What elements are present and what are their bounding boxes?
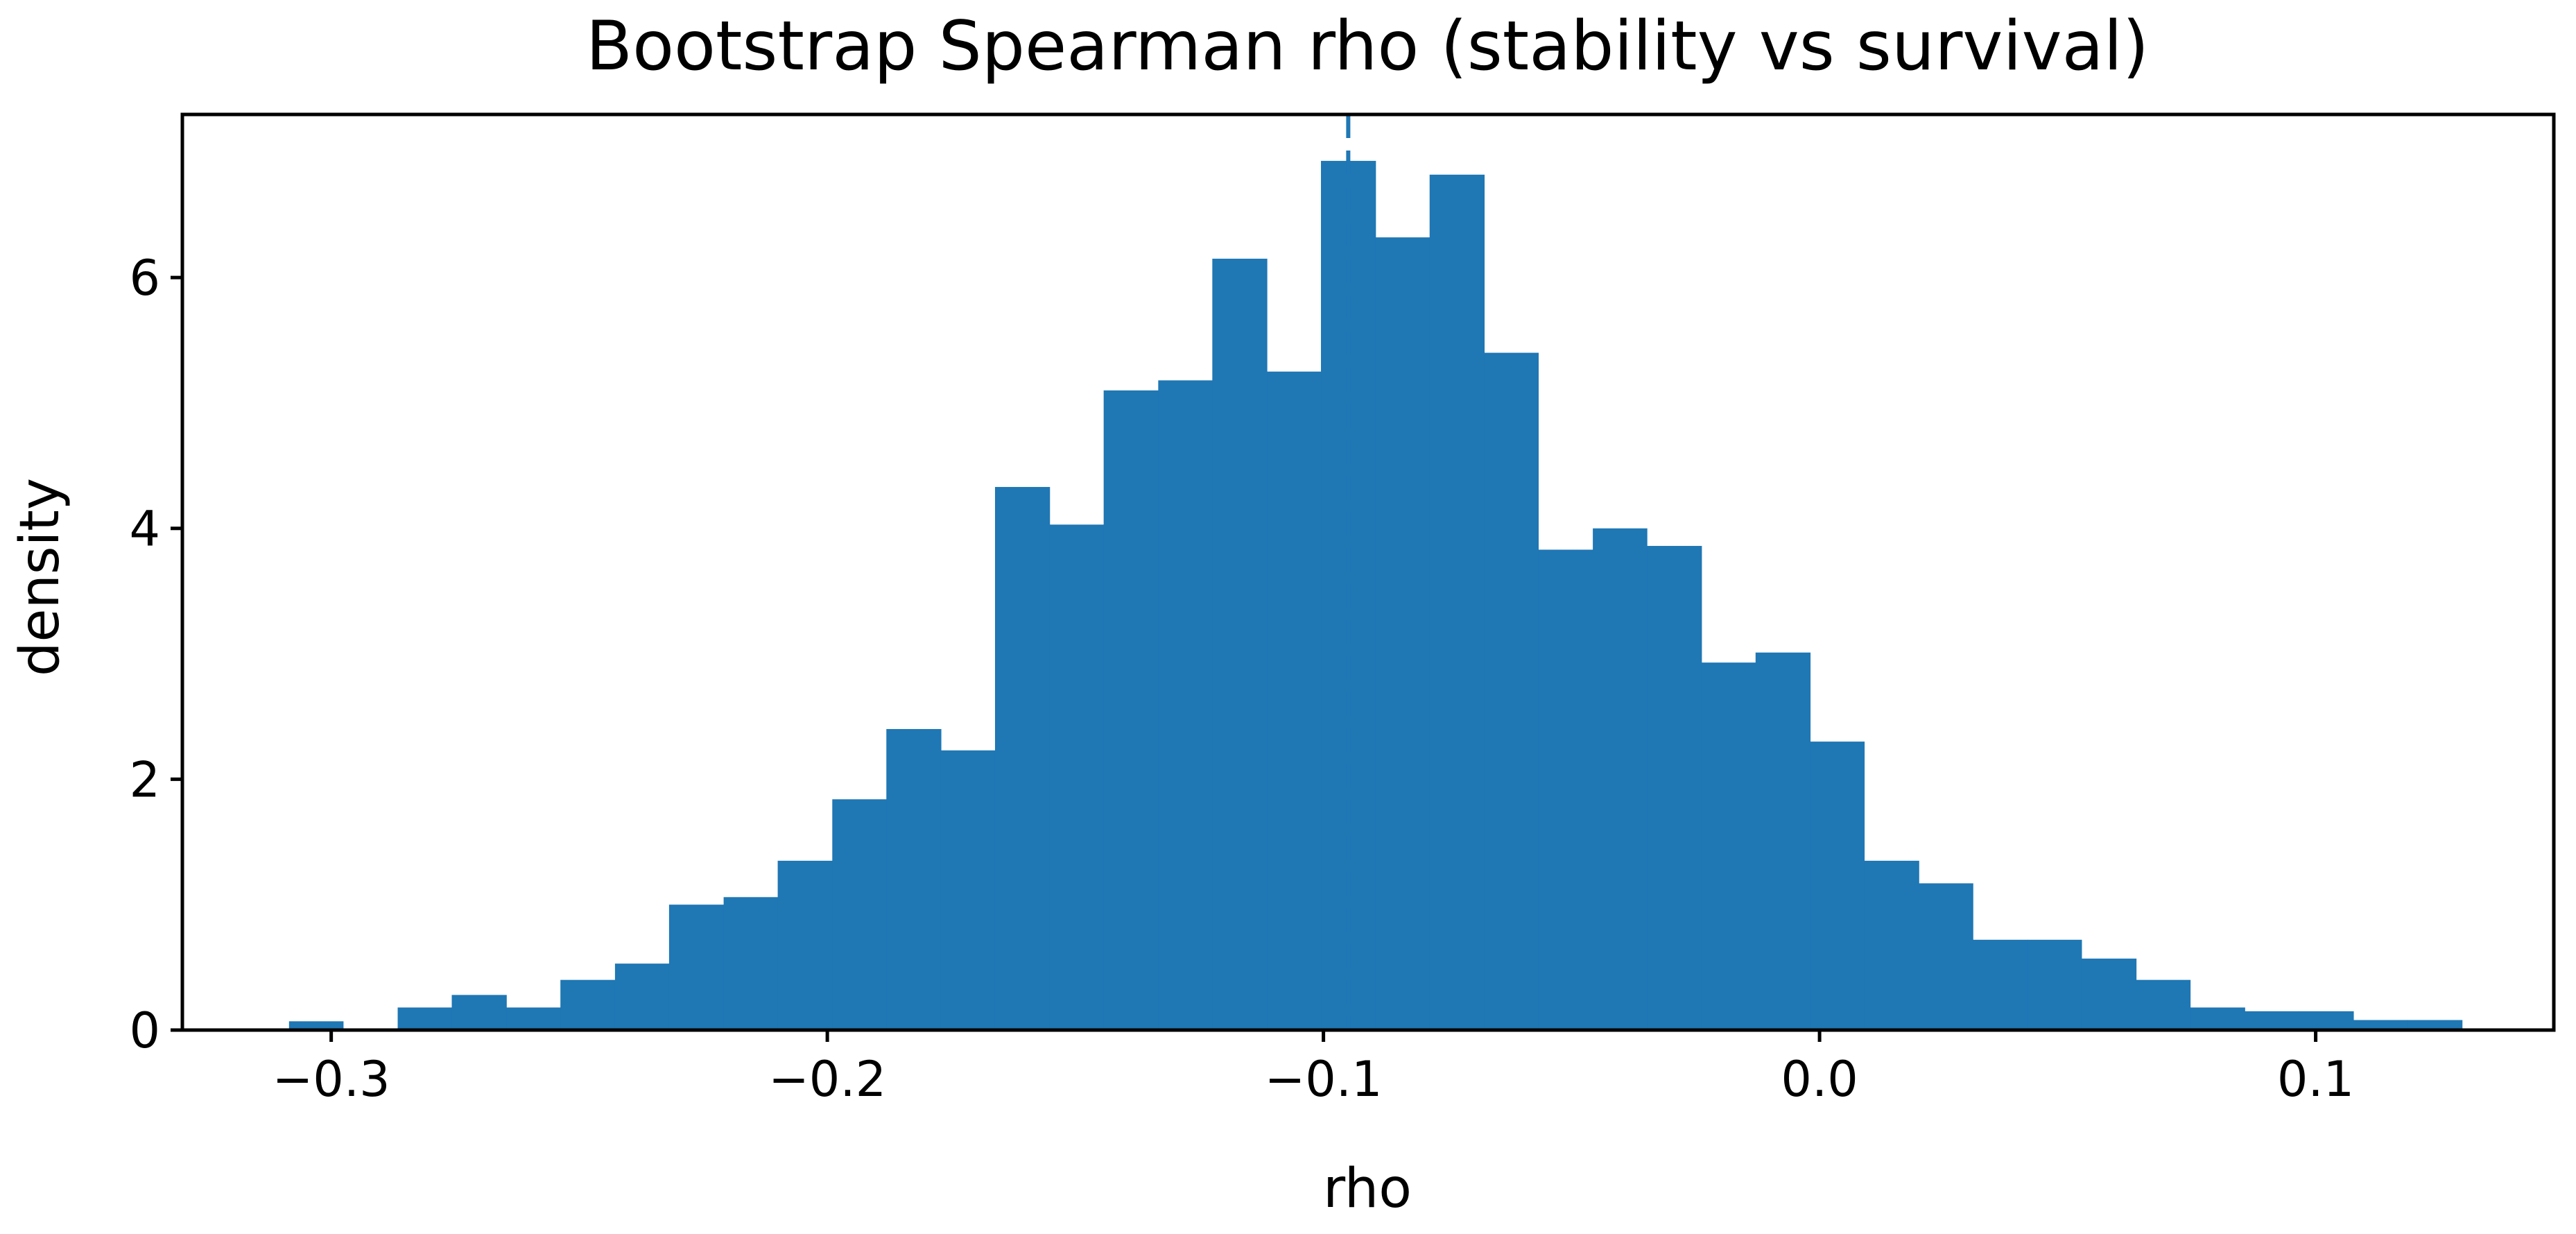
y-tick-label: 4 xyxy=(129,501,160,558)
x-axis-ticks: −0.3 −0.2 −0.1 0.0 0.1 xyxy=(273,1030,2354,1108)
histogram-bar xyxy=(2407,1020,2463,1030)
histogram-bar xyxy=(994,487,1051,1030)
y-axis-label: density xyxy=(9,478,71,676)
histogram-bar xyxy=(1755,652,1811,1030)
histogram-bars xyxy=(288,160,2463,1031)
histogram-bar xyxy=(832,799,887,1030)
histogram-bar xyxy=(288,1021,344,1030)
histogram-bar xyxy=(1267,371,1322,1030)
chart-title: Bootstrap Spearman rho (stability vs sur… xyxy=(586,7,2149,86)
y-tick-label: 0 xyxy=(129,1002,160,1059)
histogram-bar xyxy=(2190,1007,2245,1030)
histogram-bar xyxy=(1429,174,1485,1030)
histogram-bar xyxy=(1701,662,1756,1030)
x-tick-label: −0.2 xyxy=(768,1051,886,1108)
histogram-bar xyxy=(560,979,616,1030)
histogram-bar xyxy=(1593,528,1648,1030)
histogram-bar xyxy=(2353,1020,2408,1030)
histogram-bar xyxy=(2081,958,2137,1030)
histogram-bar xyxy=(2245,1011,2299,1030)
histogram-bar xyxy=(1158,380,1213,1030)
histogram-bar xyxy=(1538,549,1593,1030)
histogram-bar xyxy=(1973,939,2028,1030)
histogram-bar xyxy=(1810,742,1865,1030)
histogram-bar xyxy=(668,905,725,1030)
y-tick-label: 6 xyxy=(129,250,160,307)
y-axis-ticks: 0 2 4 6 xyxy=(129,250,182,1059)
x-tick-label: −0.3 xyxy=(273,1051,390,1108)
histogram-bar xyxy=(886,729,942,1030)
histogram-bar xyxy=(1103,390,1159,1030)
histogram-bar xyxy=(777,860,833,1030)
histogram-bar xyxy=(1864,860,1919,1030)
y-tick-label: 2 xyxy=(129,751,160,808)
histogram-bar xyxy=(506,1007,561,1030)
histogram-bar xyxy=(940,750,996,1030)
histogram-bar xyxy=(1647,546,1702,1030)
x-tick-label: −0.1 xyxy=(1265,1051,1383,1108)
histogram-bar xyxy=(1484,352,1539,1030)
x-axis-label: rho xyxy=(1323,1158,1412,1220)
histogram-bar xyxy=(451,995,507,1030)
histogram-bar xyxy=(614,963,670,1030)
histogram-bar xyxy=(1919,883,1973,1030)
histogram-bar xyxy=(1049,524,1105,1030)
histogram-bar xyxy=(397,1007,453,1030)
histogram-bar xyxy=(2027,939,2082,1030)
histogram-bar xyxy=(1375,237,1430,1031)
x-tick-label: 0.1 xyxy=(2277,1051,2354,1108)
histogram-bar xyxy=(2136,979,2191,1030)
histogram-bar xyxy=(1212,258,1268,1030)
histogram-bar xyxy=(2299,1011,2354,1030)
plot-frame xyxy=(180,112,2556,1032)
x-tick-label: 0.0 xyxy=(1781,1051,1858,1108)
histogram-bar xyxy=(723,897,779,1030)
